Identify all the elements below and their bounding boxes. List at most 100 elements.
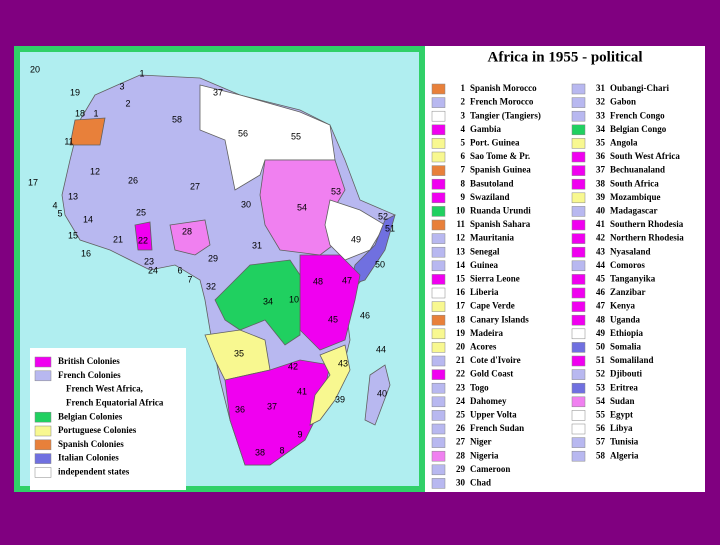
- legend-number: 30: [456, 477, 466, 487]
- legend-number: 58: [596, 450, 606, 460]
- legend-name: Tangier (Tangiers): [470, 110, 541, 120]
- map-label: 6: [177, 265, 182, 275]
- legend-name: Libya: [610, 423, 633, 433]
- swatch: [431, 219, 446, 231]
- legend-number: 37: [596, 165, 606, 175]
- legend-number: 4: [461, 124, 466, 134]
- map-label: 1: [139, 68, 144, 78]
- swatch: [431, 83, 446, 95]
- region: [259, 159, 346, 256]
- swatch: [431, 165, 446, 176]
- swatch: [431, 437, 446, 448]
- swatch: [34, 439, 52, 451]
- map-label: 56: [238, 128, 248, 138]
- swatch: [431, 328, 446, 340]
- swatch: [431, 450, 446, 462]
- map-label: 54: [297, 202, 307, 212]
- legend-name: Madagascar: [610, 205, 658, 215]
- swatch: [571, 287, 586, 299]
- legend-number: 14: [456, 260, 466, 270]
- map-label: 1: [93, 108, 98, 118]
- legend-number: 56: [596, 423, 606, 433]
- swatch: [431, 355, 446, 367]
- swatch: [571, 233, 586, 244]
- map-label: 42: [288, 361, 298, 371]
- legend-name: Nyasaland: [610, 246, 651, 256]
- legend-number: 3: [461, 110, 466, 120]
- map-legend-label: Spanish Colonies: [58, 439, 124, 449]
- map-label: 55: [291, 131, 301, 141]
- swatch: [571, 342, 586, 353]
- legend-name: South Africa: [610, 178, 659, 188]
- swatch: [34, 356, 52, 368]
- legend-number: 9: [461, 192, 466, 202]
- map-legend-box: [30, 348, 186, 490]
- legend-name: Gold Coast: [470, 369, 513, 379]
- swatch: [571, 450, 586, 462]
- map-label: 36: [235, 404, 245, 414]
- map-label: 32: [206, 281, 216, 291]
- legend-name: Spanish Sahara: [470, 219, 531, 229]
- legend-name: Gambia: [470, 124, 502, 134]
- swatch: [431, 464, 446, 476]
- legend-number: 25: [456, 409, 466, 419]
- legend-number: 18: [456, 314, 466, 324]
- map-label: 51: [385, 223, 395, 233]
- map-label: 10: [289, 294, 299, 304]
- legend-number: 45: [596, 273, 606, 283]
- legend-number: 50: [596, 341, 606, 351]
- swatch: [34, 467, 52, 478]
- map-label: 17: [28, 177, 38, 187]
- legend-number: 49: [596, 328, 606, 338]
- swatch: [571, 382, 586, 394]
- swatch: [571, 97, 586, 108]
- legend-name: Liberia: [470, 287, 499, 297]
- legend-name: Tanganyika: [610, 273, 656, 283]
- map-legend-label: British Colonies: [58, 356, 120, 366]
- legend-number: 5: [461, 137, 466, 147]
- swatch: [571, 274, 586, 285]
- swatch: [571, 328, 586, 340]
- legend-name: Upper Volta: [470, 409, 517, 419]
- map-label: 5: [57, 208, 62, 218]
- swatch: [431, 151, 446, 163]
- map-label: 52: [378, 211, 388, 221]
- map-label: 3: [119, 81, 124, 91]
- map-label: 20: [30, 64, 40, 74]
- swatch: [431, 410, 446, 421]
- swatch: [571, 369, 586, 380]
- map-label: 47: [342, 275, 352, 285]
- map-label: 49: [351, 234, 361, 244]
- legend-name: Eritrea: [610, 382, 638, 392]
- swatch: [431, 478, 446, 489]
- legend-name: Comoros: [610, 260, 645, 270]
- region: [214, 259, 301, 346]
- swatch: [571, 260, 586, 272]
- legend-number: 23: [456, 382, 466, 392]
- legend-name: Egypt: [610, 409, 633, 419]
- legend-panel: [425, 46, 705, 492]
- map-label: 4: [52, 200, 57, 210]
- map-label: 19: [70, 87, 80, 97]
- map-label: 48: [313, 276, 323, 286]
- map-label: 45: [328, 314, 338, 324]
- legend-number: 33: [596, 110, 606, 120]
- legend-number: 21: [456, 355, 466, 365]
- swatch: [431, 206, 446, 217]
- legend-name: Mauritania: [470, 233, 514, 243]
- legend-number: 13: [456, 246, 466, 256]
- legend-number: 11: [456, 219, 465, 229]
- swatch: [431, 124, 446, 136]
- swatch: [571, 110, 586, 122]
- legend-number: 32: [596, 97, 606, 107]
- swatch: [571, 355, 586, 367]
- legend-number: 42: [596, 233, 606, 243]
- map-label: 14: [83, 214, 93, 224]
- legend-number: 34: [596, 124, 606, 134]
- swatch: [34, 411, 52, 423]
- swatch: [431, 246, 446, 258]
- region: [69, 117, 106, 146]
- legend-name: Port. Guinea: [470, 137, 520, 147]
- swatch: [571, 301, 586, 312]
